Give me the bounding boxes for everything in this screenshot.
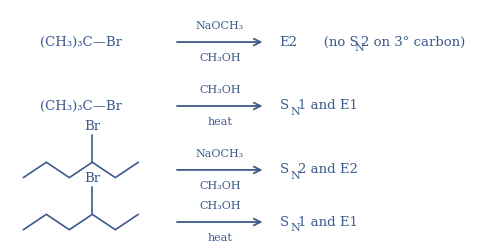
Text: 1 and E1: 1 and E1 bbox=[298, 100, 358, 113]
Text: S: S bbox=[280, 100, 288, 113]
Text: 1 and E1: 1 and E1 bbox=[298, 216, 358, 229]
Text: CH₃OH: CH₃OH bbox=[199, 181, 241, 191]
Text: N: N bbox=[290, 107, 300, 117]
Text: N: N bbox=[355, 43, 365, 53]
Text: NaOCH₃: NaOCH₃ bbox=[196, 21, 244, 31]
Text: N: N bbox=[290, 223, 300, 233]
Text: CH₃OH: CH₃OH bbox=[199, 201, 241, 211]
Text: N: N bbox=[290, 171, 300, 181]
Text: 2 and E2: 2 and E2 bbox=[298, 163, 358, 177]
Text: CH₃OH: CH₃OH bbox=[199, 85, 241, 95]
Text: Br: Br bbox=[84, 172, 100, 185]
Text: (CH₃)₃C—Br: (CH₃)₃C—Br bbox=[40, 36, 122, 49]
Text: 2 on 3° carbon): 2 on 3° carbon) bbox=[361, 36, 465, 49]
Text: S: S bbox=[280, 163, 288, 177]
Text: heat: heat bbox=[207, 233, 232, 243]
Text: E2: E2 bbox=[280, 36, 297, 49]
Text: NaOCH₃: NaOCH₃ bbox=[196, 149, 244, 159]
Text: (CH₃)₃C—Br: (CH₃)₃C—Br bbox=[40, 100, 122, 113]
Text: CH₃OH: CH₃OH bbox=[199, 54, 241, 63]
Text: S: S bbox=[280, 216, 288, 229]
Text: heat: heat bbox=[207, 117, 232, 127]
Text: Br: Br bbox=[84, 120, 100, 133]
Text: (no S: (no S bbox=[311, 36, 358, 49]
